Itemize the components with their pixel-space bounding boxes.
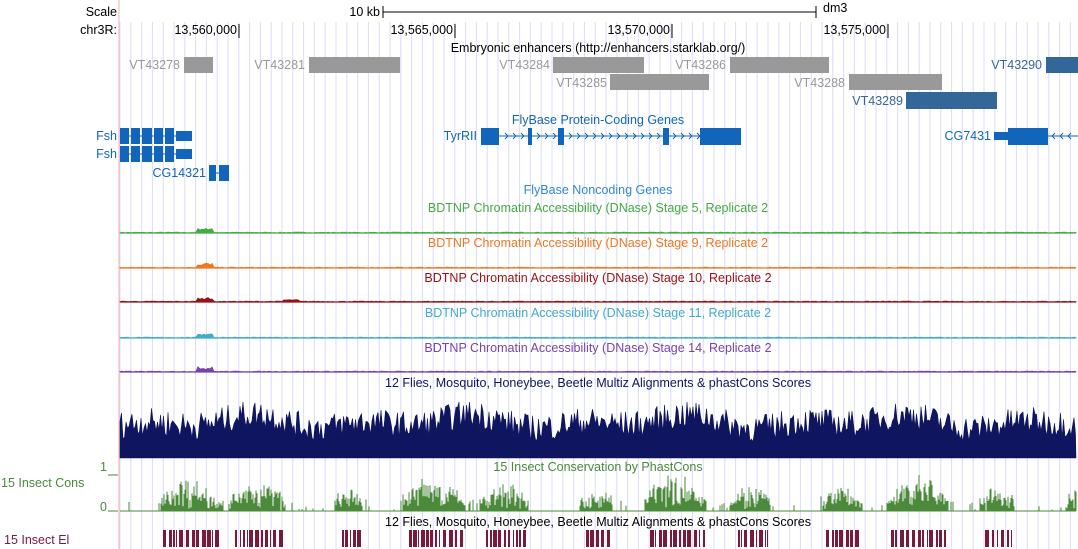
dnase-track-title[interactable]: BDTNP Chromatin Accessibility (DNase) St… — [427, 236, 769, 250]
scale-label: Scale — [85, 5, 117, 19]
dnase-track-title[interactable]: BDTNP Chromatin Accessibility (DNase) St… — [424, 341, 772, 355]
enhancer-feature[interactable] — [553, 57, 644, 73]
base-position-ticks — [238, 24, 889, 38]
position-tick-label: 13,560,000 — [174, 23, 237, 37]
enhancer-label[interactable]: VT43289 — [852, 94, 903, 108]
phastcons-axis-max: 1 — [100, 460, 107, 474]
enhancer-feature[interactable] — [730, 57, 829, 73]
enhancer-feature[interactable] — [906, 92, 997, 109]
enhancer-label[interactable]: VT43278 — [129, 58, 180, 72]
gene-label[interactable]: Fsh — [96, 129, 117, 143]
dnase-track-title[interactable]: BDTNP Chromatin Accessibility (DNase) St… — [424, 306, 772, 320]
elements-track-title[interactable]: 12 Flies, Mosquito, Honeybee, Beetle Mul… — [385, 515, 811, 529]
enhancer-label[interactable]: VT43288 — [794, 76, 845, 90]
phastcons-side-label[interactable]: 15 Insect Cons — [1, 476, 85, 490]
gene-label[interactable]: CG7431 — [944, 129, 991, 143]
position-tick-label: 13,570,000 — [607, 23, 670, 37]
scale-bar — [382, 6, 817, 18]
gene-label[interactable]: CG14321 — [152, 166, 206, 180]
enhancer-feature[interactable] — [610, 74, 709, 90]
enhancer-label[interactable]: VT43286 — [675, 58, 726, 72]
dnase-track-title[interactable]: BDTNP Chromatin Accessibility (DNase) St… — [427, 201, 769, 215]
enhancer-feature[interactable] — [1046, 57, 1078, 73]
enhancer-track-title[interactable]: Embryonic enhancers (http://enhancers.st… — [450, 41, 746, 55]
chromosome-label: chr3R: — [80, 23, 117, 37]
assembly-label: dm3 — [823, 1, 848, 15]
position-tick-label: 13,575,000 — [823, 23, 886, 37]
gene-label[interactable]: Fsh — [96, 147, 117, 161]
enhancer-label[interactable]: VT43285 — [556, 76, 607, 90]
scale-bar-label: 10 kb — [349, 5, 380, 19]
multiz-track-title[interactable]: 12 Flies, Mosquito, Honeybee, Beetle Mul… — [385, 376, 811, 390]
elements-side-label[interactable]: 15 Insect El — [4, 533, 70, 547]
gene-models[interactable] — [0, 120, 1078, 190]
coding-genes-track-title[interactable]: FlyBase Protein-Coding Genes — [511, 113, 685, 127]
enhancer-feature[interactable] — [849, 74, 942, 90]
gene-label[interactable]: TyrRII — [443, 129, 477, 143]
phastcons-track-title[interactable]: 15 Insect Conservation by PhastCons — [493, 460, 703, 474]
enhancer-feature[interactable] — [309, 57, 400, 73]
enhancer-label[interactable]: VT43290 — [991, 58, 1042, 72]
position-tick-label: 13,565,000 — [390, 23, 453, 37]
enhancer-label[interactable]: VT43281 — [254, 58, 305, 72]
phastcons-axis-min: 0 — [100, 500, 107, 514]
dnase-track-title[interactable]: BDTNP Chromatin Accessibility (DNase) St… — [424, 271, 772, 285]
enhancer-feature[interactable] — [184, 57, 213, 73]
noncoding-genes-track-title[interactable]: FlyBase Noncoding Genes — [523, 183, 673, 197]
enhancer-label[interactable]: VT43284 — [499, 58, 550, 72]
